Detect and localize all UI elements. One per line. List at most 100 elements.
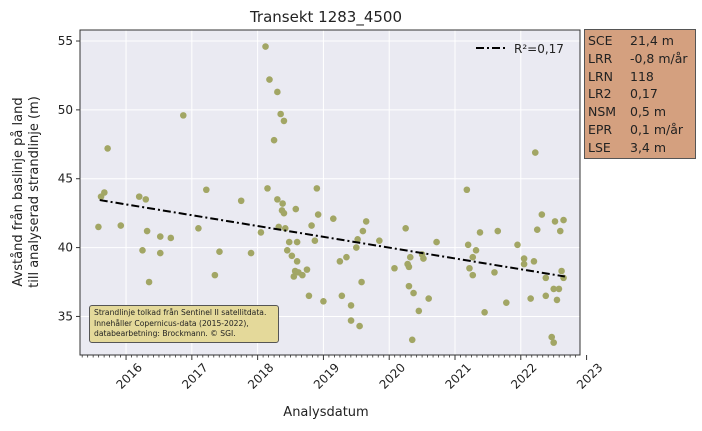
data-point	[266, 76, 273, 83]
data-point	[560, 216, 567, 224]
data-point	[95, 223, 102, 231]
data-point	[553, 296, 561, 304]
data-point	[463, 186, 471, 194]
x-tick-label: 2022	[508, 360, 539, 391]
data-point	[358, 278, 365, 286]
x-tick-label: 2023	[574, 360, 605, 391]
stats-row-lrn: LRN 118	[588, 68, 695, 86]
data-point	[408, 336, 416, 344]
x-tick-label: 2021	[442, 360, 473, 391]
data-point	[277, 110, 284, 118]
data-point	[533, 226, 541, 233]
data-point	[551, 218, 559, 225]
data-point	[406, 253, 414, 261]
data-point	[405, 282, 413, 290]
y-axis-label-line-1: Avstånd från baslinje på land	[11, 97, 26, 286]
data-point	[139, 247, 146, 254]
data-point	[247, 249, 255, 257]
data-point	[420, 255, 427, 262]
data-point	[293, 258, 301, 265]
stats-value: 0,17	[630, 86, 658, 102]
stats-row-epr: EPR 0,1 m/år	[588, 121, 695, 139]
data-point	[520, 255, 528, 262]
data-point	[142, 196, 150, 203]
x-tick-label: 2018	[245, 360, 276, 391]
data-point	[415, 307, 423, 315]
source-note-line-1: Strandlinje tolkad från Sentinel II sate…	[94, 308, 267, 317]
stats-key: LSE	[588, 139, 611, 155]
data-point	[320, 297, 327, 305]
data-point	[491, 269, 498, 276]
data-point	[104, 145, 111, 152]
data-point	[338, 292, 346, 300]
stats-value: 118	[630, 68, 654, 84]
x-tick-label: 2017	[179, 360, 210, 391]
stats-value: 3,4 m	[630, 139, 667, 155]
y-axis-label-line-2: till analyserad strandlinje (m)	[27, 96, 42, 288]
data-point	[481, 309, 488, 316]
data-point	[101, 189, 108, 196]
data-point	[469, 253, 477, 261]
data-point	[514, 241, 521, 249]
data-point	[303, 266, 311, 273]
data-point	[410, 289, 417, 297]
data-point	[353, 244, 360, 251]
stats-row-sce: SCE 21,4 m	[588, 32, 695, 50]
data-point	[285, 238, 293, 246]
data-point	[354, 236, 361, 243]
data-point	[329, 215, 337, 222]
data-point	[542, 274, 550, 282]
data-point	[527, 295, 534, 302]
stats-key: LRR	[588, 50, 613, 66]
data-point	[211, 271, 219, 279]
data-point	[156, 233, 164, 240]
stats-value: 21,4 m	[630, 33, 674, 48]
data-point	[550, 339, 557, 346]
data-point	[156, 249, 164, 257]
x-tick-label: 2016	[113, 360, 144, 391]
data-point	[359, 227, 367, 235]
data-point	[274, 196, 281, 203]
stats-value: 0,5 m	[630, 104, 667, 120]
data-point	[336, 258, 344, 265]
x-tick-label: 2019	[311, 360, 342, 391]
source-note: Strandlinje tolkad från Sentinel II sate…	[89, 305, 279, 343]
stats-row-lrr: LRR -0,8 m/år	[588, 50, 695, 68]
data-point	[167, 234, 175, 242]
data-points	[95, 43, 567, 346]
data-point	[308, 222, 315, 229]
data-point	[555, 285, 563, 293]
y-tick-label: 35	[58, 309, 73, 323]
data-point	[503, 299, 510, 306]
data-point	[292, 205, 300, 213]
plot-area	[80, 30, 580, 355]
trend-line	[99, 199, 566, 278]
data-point	[472, 247, 480, 254]
data-point	[311, 237, 319, 244]
stats-row-lse: LSE 3,4 m	[588, 139, 695, 157]
source-note-line-3: databearbetning: Brockmann. © SGI.	[94, 329, 236, 338]
data-point	[530, 258, 538, 265]
data-point	[402, 225, 409, 232]
stats-key: NSM	[588, 104, 617, 120]
data-point	[376, 237, 383, 244]
data-point	[347, 302, 355, 309]
data-point	[179, 112, 187, 119]
data-point	[237, 197, 245, 205]
stats-key: LRN	[588, 68, 613, 84]
data-point	[531, 149, 539, 156]
data-point	[117, 222, 125, 229]
legend: R²=0,17	[476, 42, 564, 56]
data-point	[135, 193, 143, 200]
data-point	[279, 200, 286, 207]
data-point	[464, 241, 472, 249]
data-point	[356, 322, 363, 330]
y-tick-label: 45	[58, 172, 73, 186]
data-point	[466, 264, 473, 272]
data-point	[538, 211, 546, 218]
data-point	[305, 292, 313, 300]
data-point	[558, 267, 565, 275]
data-point	[391, 264, 398, 272]
data-point	[476, 229, 484, 236]
